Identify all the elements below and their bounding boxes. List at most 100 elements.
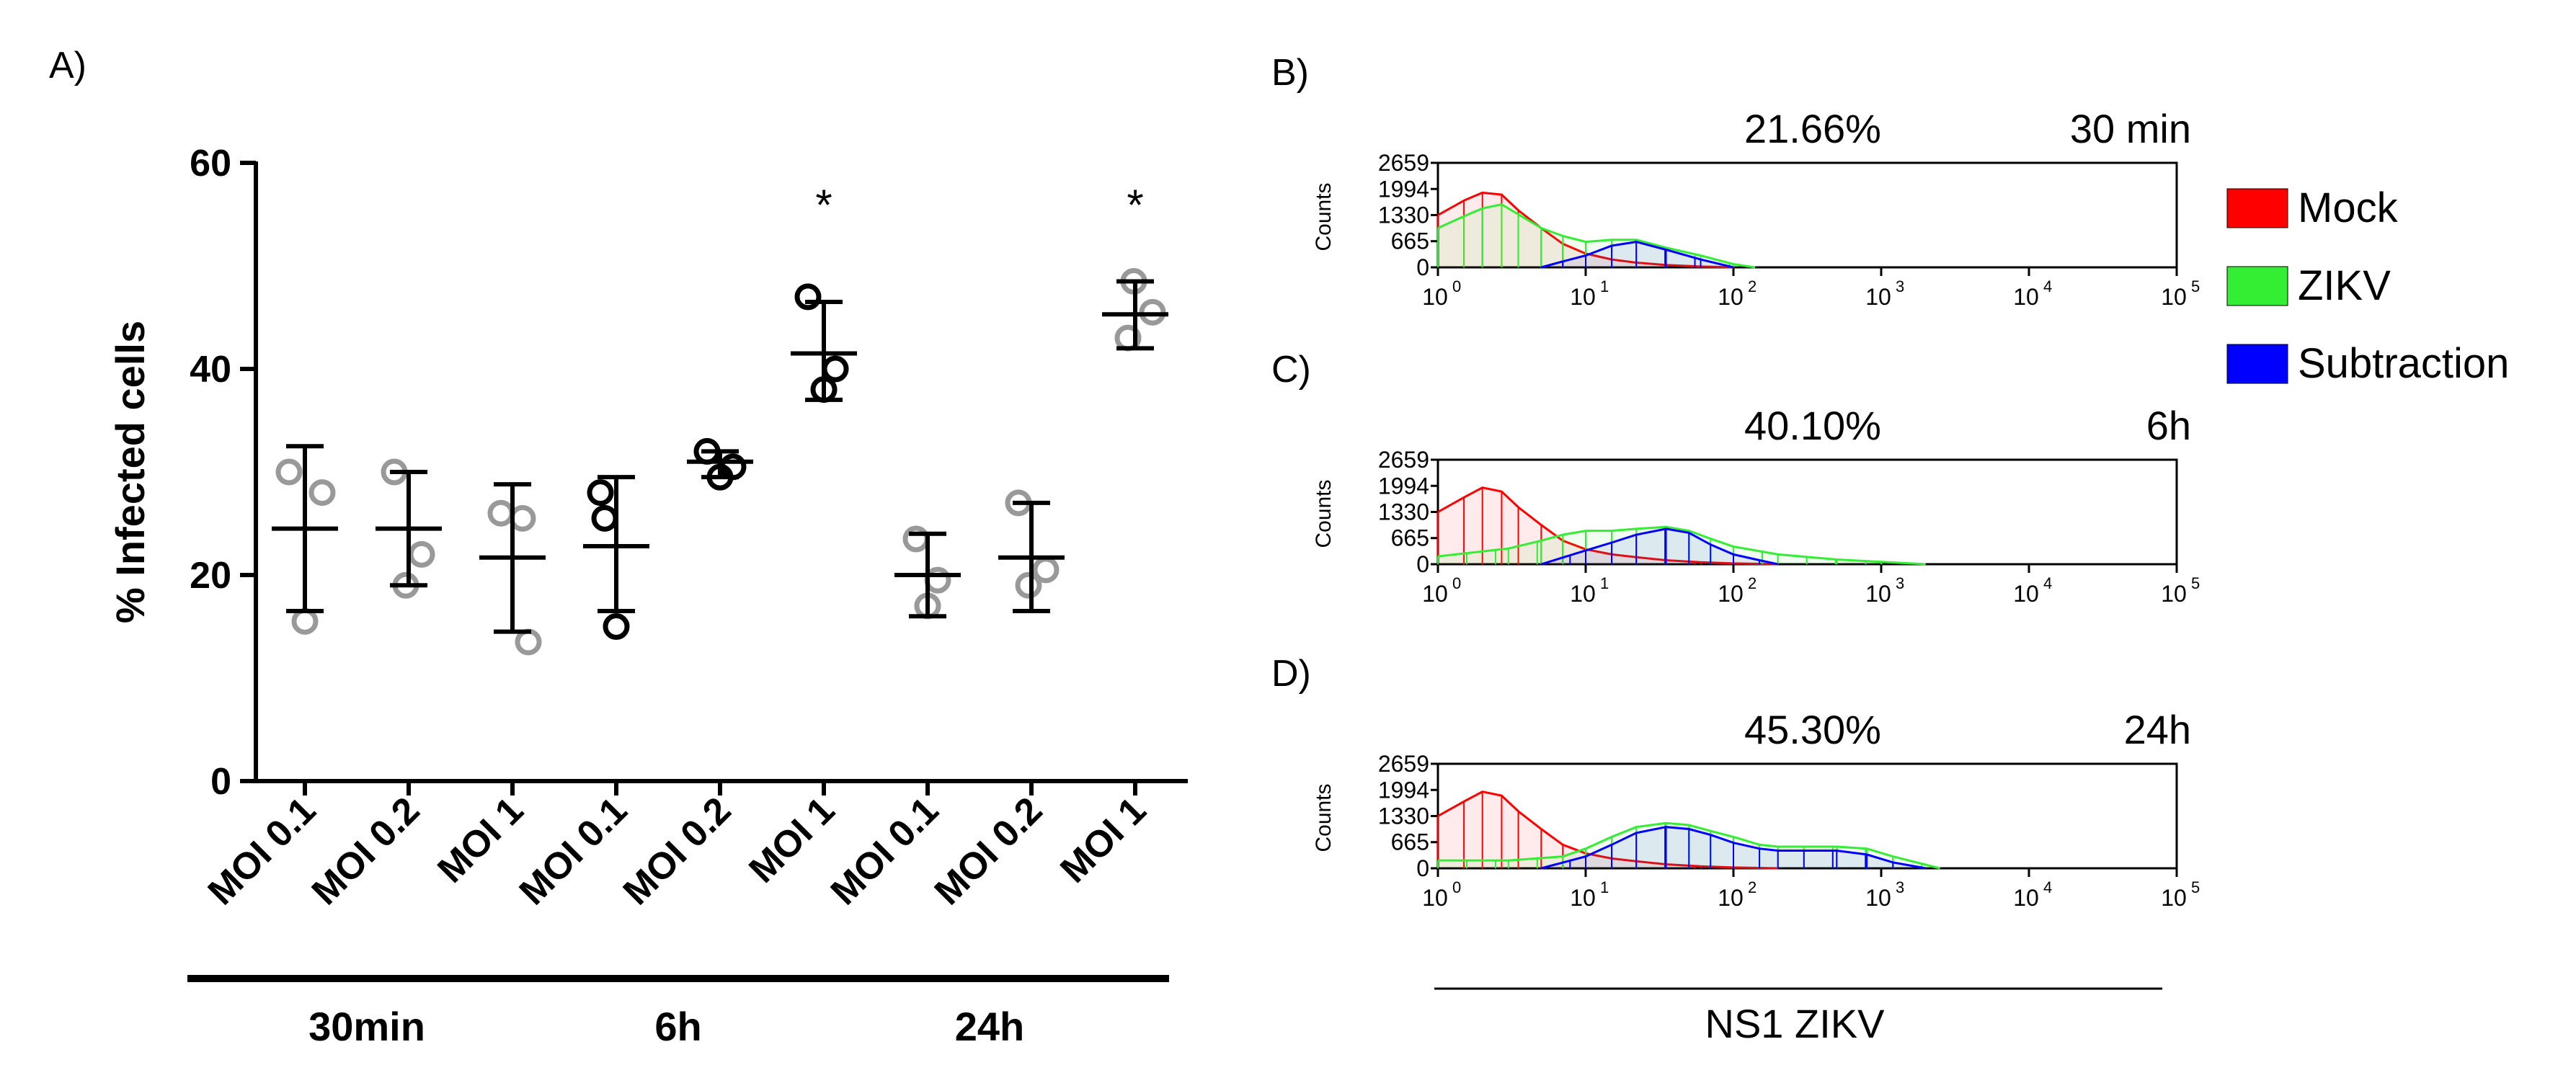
histogram-x-tick-label: 10 — [1570, 284, 1596, 310]
histogram-y-tick-label: 1330 — [1378, 803, 1429, 829]
histogram-x-tick-label: 10 — [1718, 885, 1744, 911]
legend-label: Mock — [2298, 184, 2399, 231]
percent-label: 45.30% — [1744, 707, 1881, 752]
data-point — [822, 355, 849, 383]
data-point — [509, 504, 536, 532]
group-label: 6h — [654, 1004, 701, 1049]
y-axis-title: % Infected cells — [107, 321, 153, 623]
histogram-curve-mock — [1437, 790, 1778, 870]
histogram-x-tick-label: 10 — [1570, 581, 1596, 607]
y-tick-label: 20 — [190, 555, 231, 597]
histogram-x-tick-exponent: 0 — [1452, 277, 1461, 295]
histogram-x-tick-exponent: 0 — [1452, 574, 1461, 592]
significance-marker: * — [1127, 181, 1143, 229]
histogram-y-tick-label: 665 — [1391, 829, 1429, 855]
histogram-fill-mock — [1438, 791, 1778, 868]
histogram-y-tick-label: 1994 — [1378, 176, 1429, 202]
histogram-curve-zikv — [1438, 821, 1940, 870]
x-tick-label: MOI 0.2 — [927, 789, 1051, 913]
data-point — [515, 628, 542, 656]
histogram-curve-subtraction — [1540, 826, 1926, 870]
histogram-x-tick-label: 10 — [1865, 885, 1891, 911]
y-tick-label: 0 — [210, 761, 231, 803]
percent-label: 21.66% — [1744, 106, 1881, 151]
histogram-x-tick-label: 10 — [1718, 581, 1744, 607]
histogram-y-tick-label: 1994 — [1378, 473, 1429, 499]
histogram-curve-subtraction — [1540, 527, 1779, 566]
y-tick-label: 60 — [190, 143, 231, 184]
histogram-x-tick-label: 10 — [1570, 885, 1596, 911]
histogram-y-tick-label: 1330 — [1378, 202, 1429, 228]
x-tick-label: MOI 1 — [741, 789, 843, 891]
histogram-x-tick-exponent: 5 — [2191, 878, 2200, 896]
counts-axis-title: Counts — [1312, 479, 1336, 548]
time-label: 6h — [2146, 403, 2191, 448]
histogram-x-tick-exponent: 3 — [1896, 277, 1904, 295]
data-point — [291, 607, 319, 635]
histogram-x-tick-label: 10 — [1865, 284, 1891, 310]
data-point — [275, 458, 303, 486]
histogram-x-tick-exponent: 1 — [1600, 574, 1609, 592]
ns1-axis-title: NS1 ZIKV — [1705, 1001, 1886, 1046]
legend-swatch-subtraction — [2226, 344, 2288, 384]
histogram-x-tick-exponent: 3 — [1896, 574, 1904, 592]
histogram-y-tick-label: 665 — [1391, 228, 1429, 254]
legend-label: ZIKV — [2298, 262, 2391, 309]
legend-label: Subtraction — [2298, 340, 2509, 387]
histogram-x-tick-exponent: 0 — [1452, 878, 1461, 896]
histogram-y-tick-label: 1330 — [1378, 499, 1429, 525]
histogram-x-tick-label: 10 — [2013, 885, 2039, 911]
histogram-curve-subtraction — [1540, 241, 1734, 269]
legend-swatch-zikv — [2226, 266, 2288, 306]
histogram-panel-label: D) — [1271, 653, 1311, 695]
x-tick-label: MOI 0.1 — [512, 789, 636, 913]
x-tick-label: MOI 0.1 — [200, 789, 324, 913]
legend: Mock ZIKV Subtraction — [2226, 184, 2509, 387]
counts-axis-title: Counts — [1312, 783, 1336, 852]
x-tick-label: MOI 0.1 — [823, 789, 947, 913]
histogram-x-tick-exponent: 5 — [2191, 277, 2200, 295]
data-point — [902, 525, 930, 553]
x-tick-label: MOI 0.2 — [304, 789, 428, 913]
significance-marker: * — [815, 181, 832, 229]
histogram-y-tick-label: 1994 — [1378, 777, 1429, 803]
histogram-y-tick-label: 665 — [1391, 525, 1429, 551]
x-tick-label: MOI 0.2 — [616, 789, 740, 913]
time-label: 30 min — [2070, 106, 2191, 151]
histogram-x-tick-label: 10 — [1422, 581, 1448, 607]
y-tick-label: 40 — [190, 349, 231, 391]
histogram-x-tick-exponent: 1 — [1600, 878, 1609, 896]
histogram-x-tick-label: 10 — [1718, 284, 1744, 310]
histogram-x-tick-exponent: 3 — [1896, 878, 1904, 896]
data-point — [587, 479, 614, 507]
histogram-x-tick-exponent: 2 — [1748, 277, 1756, 295]
histogram-x-tick-exponent: 2 — [1748, 574, 1756, 592]
data-point — [794, 283, 822, 311]
histogram-y-tick-label: 2659 — [1378, 447, 1429, 473]
histogram-curve-zikv — [1437, 525, 1926, 566]
histogram-x-tick-label: 10 — [2161, 885, 2187, 911]
data-point — [308, 479, 336, 507]
histogram-x-tick-exponent: 4 — [2043, 277, 2052, 295]
x-tick-label: MOI 1 — [1052, 789, 1154, 891]
histogram-panel-label: C) — [1271, 349, 1311, 391]
histogram-curve-mock — [1437, 486, 1778, 566]
group-label: 30min — [308, 1004, 425, 1049]
histogram-y-tick-label: 2659 — [1378, 751, 1429, 777]
legend-swatch-mock — [2226, 188, 2288, 228]
data-point — [487, 499, 515, 527]
data-point — [408, 540, 435, 568]
counts-axis-title: Counts — [1312, 182, 1336, 251]
data-point — [603, 613, 630, 640]
histogram-x-tick-label: 10 — [1422, 284, 1448, 310]
histogram-fill-subtraction — [1541, 241, 1733, 267]
histogram-curve-zikv — [1437, 203, 1756, 269]
histogram-x-tick-label: 10 — [1422, 885, 1448, 911]
x-tick-label: MOI 1 — [430, 789, 531, 891]
percent-label: 40.10% — [1744, 403, 1881, 448]
